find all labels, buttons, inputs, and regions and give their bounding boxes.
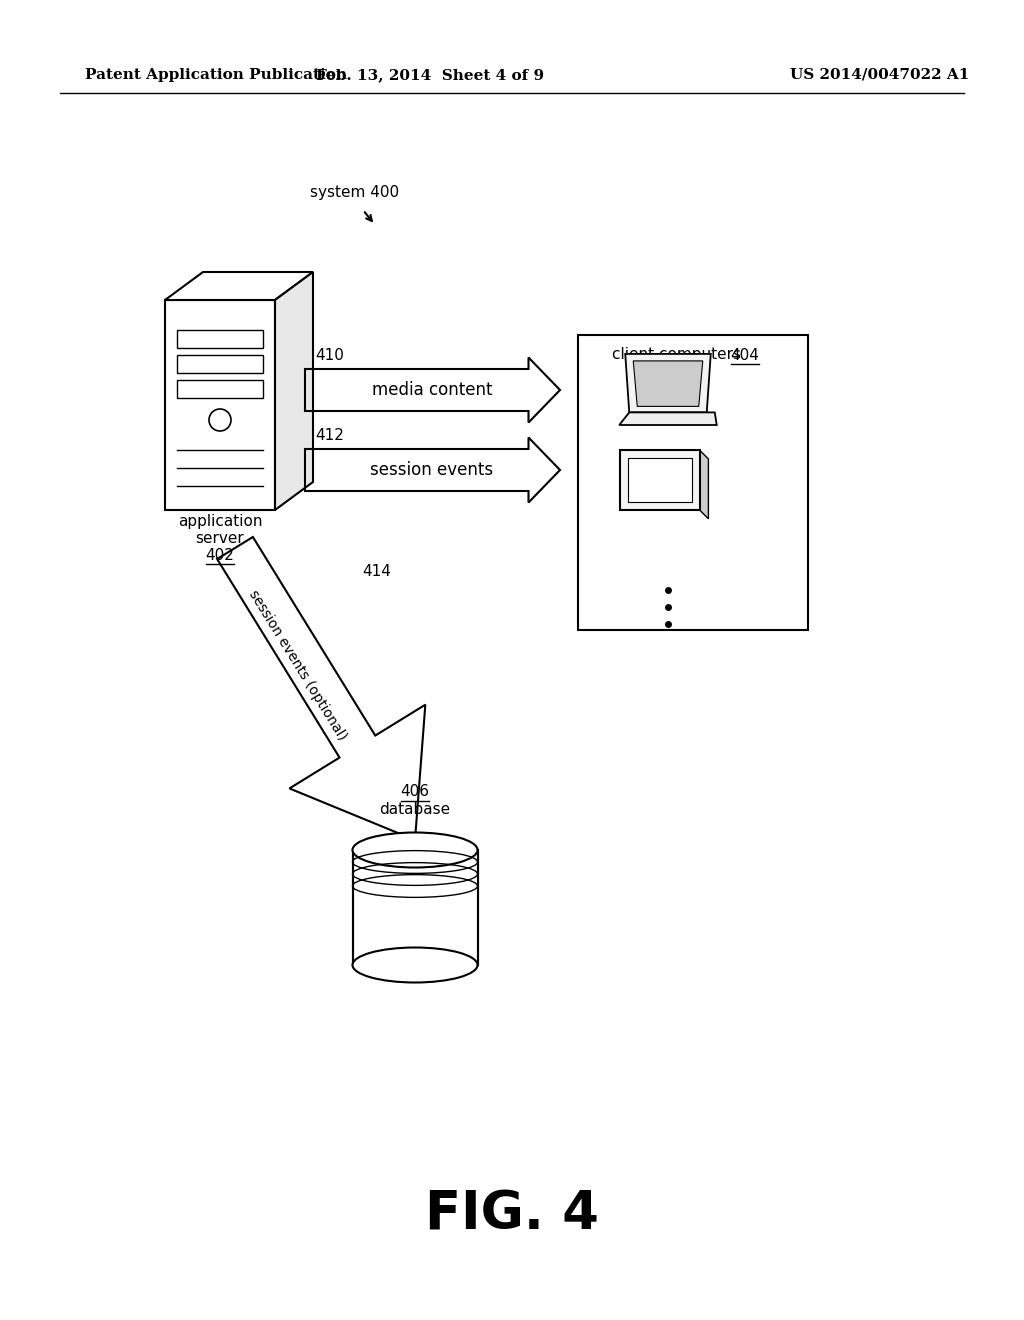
Polygon shape (165, 272, 313, 300)
Text: Patent Application Publication: Patent Application Publication (85, 69, 347, 82)
Text: application
server: application server (178, 513, 262, 546)
Text: Feb. 13, 2014  Sheet 4 of 9: Feb. 13, 2014 Sheet 4 of 9 (316, 69, 544, 82)
Text: 404: 404 (730, 347, 760, 363)
Polygon shape (620, 412, 717, 425)
Polygon shape (626, 354, 711, 412)
Text: session events (optional): session events (optional) (247, 587, 349, 743)
Ellipse shape (352, 833, 477, 867)
Text: 414: 414 (362, 565, 391, 579)
Bar (578, 335, 808, 630)
Text: 402: 402 (206, 548, 234, 562)
Bar (177, 380, 263, 399)
Polygon shape (165, 300, 275, 510)
Text: database: database (380, 803, 451, 817)
Polygon shape (633, 360, 702, 407)
Text: 412: 412 (315, 428, 344, 442)
Ellipse shape (352, 948, 477, 982)
Text: 410: 410 (315, 347, 344, 363)
Bar (177, 330, 263, 348)
Text: media content: media content (372, 381, 493, 399)
Polygon shape (275, 272, 313, 510)
Polygon shape (629, 458, 691, 502)
Text: session events: session events (371, 461, 494, 479)
Polygon shape (621, 450, 699, 510)
Text: FIG. 4: FIG. 4 (425, 1189, 599, 1241)
Text: system 400: system 400 (310, 186, 399, 201)
Text: US 2014/0047022 A1: US 2014/0047022 A1 (790, 69, 970, 82)
Bar (177, 355, 263, 374)
Polygon shape (699, 450, 709, 519)
Text: 406: 406 (400, 784, 429, 800)
Bar (352, 850, 477, 965)
Text: client computers: client computers (611, 347, 740, 363)
